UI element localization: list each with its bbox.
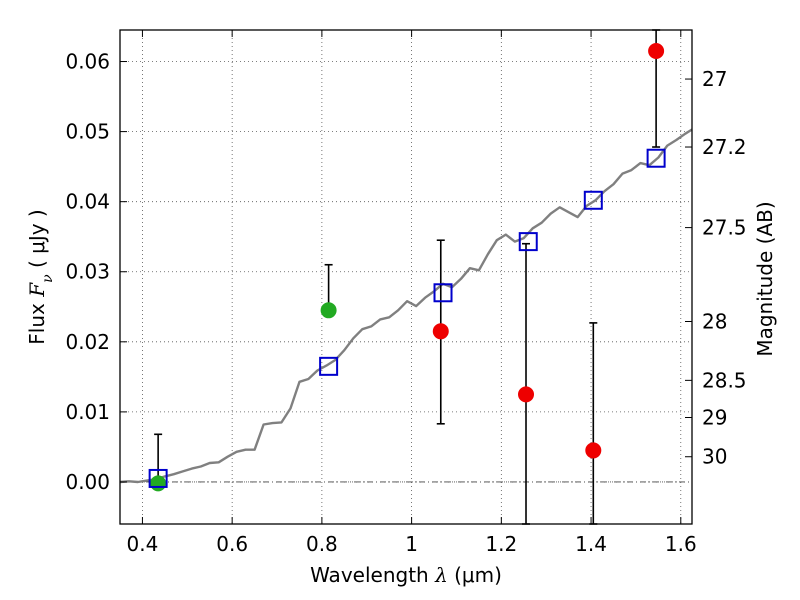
y2-tick-label: 29 <box>702 405 727 429</box>
y2-tick-label: 30 <box>702 445 727 469</box>
grid-lines <box>120 30 692 524</box>
y2-tick-label: 28.5 <box>702 368 747 392</box>
plot-area <box>119 29 693 525</box>
model-photometry-point <box>583 190 603 210</box>
x-axis-title-symbol: λ <box>434 563 448 587</box>
data-point-red <box>518 386 535 403</box>
x-axis-title-prefix: Wavelength <box>310 563 435 587</box>
y2-tick-label: 28 <box>702 309 727 333</box>
x-axis-title: Wavelength λ (μm) <box>310 563 502 587</box>
x-tick-label: 0.8 <box>306 532 338 556</box>
x-axis-title-units: (μm) <box>448 563 502 587</box>
y2-tick-label: 27 <box>702 67 727 91</box>
y2-tick-label: 27.2 <box>702 135 747 159</box>
model-photometry-point <box>319 356 339 376</box>
data-point-green <box>320 302 337 319</box>
y-tick-label: 0.01 <box>65 400 110 424</box>
data-point-red <box>648 43 665 60</box>
y-axis-title-units: ( μJy ) <box>25 209 49 274</box>
axes-frame <box>119 29 693 525</box>
model-photometry-point <box>646 148 666 168</box>
y-tick-label: 0.04 <box>65 190 110 214</box>
data-point-red <box>432 323 449 340</box>
y-axis-title-subscript: ν <box>40 274 56 283</box>
y2-tick-label: 27.5 <box>702 216 747 240</box>
y-tick-label: 0.03 <box>65 260 110 284</box>
x-tick-label: 0.6 <box>216 532 248 556</box>
y-tick-label: 0.00 <box>65 470 110 494</box>
y-axis-title-symbol: F <box>25 282 49 298</box>
y-tick-label: 0.05 <box>65 120 110 144</box>
x-tick-label: 1 <box>405 532 418 556</box>
model-spectrum-line <box>119 128 693 484</box>
y-tick-label: 0.02 <box>65 330 110 354</box>
model-photometry-point <box>433 283 453 303</box>
data-point-green <box>150 475 167 492</box>
data-point-red <box>585 442 602 459</box>
model-photometry-point <box>518 232 538 252</box>
x-tick-label: 1.2 <box>485 532 517 556</box>
x-tick-label: 0.4 <box>127 532 159 556</box>
axis-ticks: 0.4 0.6 0.8 1 1.2 1.4 1.6 0.00 0.01 0.02 0.03 0.04 0… <box>65 30 747 556</box>
y-axis-title-prefix: Flux <box>25 297 49 345</box>
model-photometry-point <box>148 468 168 488</box>
y-tick-label: 0.06 <box>65 50 110 74</box>
x-tick-label: 1.4 <box>575 532 607 556</box>
y2-axis-title: Magnitude (AB) <box>753 201 777 356</box>
y-axis-title: Flux Fν ( μJy ) <box>25 209 56 344</box>
x-tick-label: 1.6 <box>665 532 697 556</box>
